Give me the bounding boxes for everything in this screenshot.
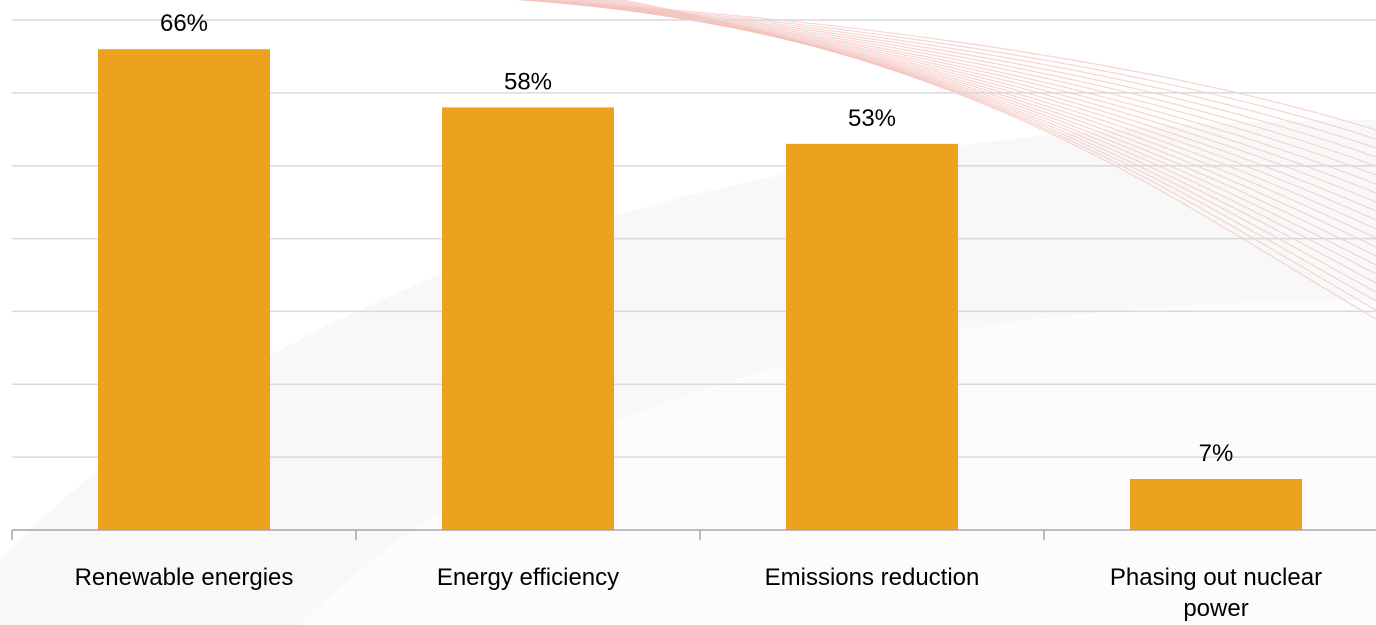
bars [98,49,1302,531]
data-label-1: 66% [160,10,208,37]
category-label-line: Emissions reduction [765,564,980,591]
category-label-2: Energy efficiency [437,564,619,591]
data-label-3: 53% [848,105,896,132]
background-arc-line [620,0,1376,320]
category-label-1: Renewable energies [75,564,294,591]
background-arc-line [613,0,1376,311]
category-label-3: Emissions reduction [765,564,980,591]
x-axis [11,529,1376,540]
category-labels: Renewable energies Energy efficiency Emiss… [75,564,1322,622]
data-label-2: 58% [504,68,552,95]
bar-1 [98,49,270,531]
bar-3 [786,143,958,530]
data-labels: 66% 58% 53% 7% [160,10,1233,467]
background-arc-line [598,0,1376,293]
category-label-4: Phasing out nuclear power [1110,564,1322,622]
data-label-4: 7% [1199,440,1234,467]
category-label-line: Phasing out nuclear [1110,564,1322,591]
category-label-line: Energy efficiency [437,564,619,591]
bar-2 [442,107,614,530]
background-arc-line [606,0,1376,302]
bar-4 [1130,479,1302,530]
category-label-line: Renewable energies [75,564,294,591]
category-label-line: power [1183,595,1248,622]
